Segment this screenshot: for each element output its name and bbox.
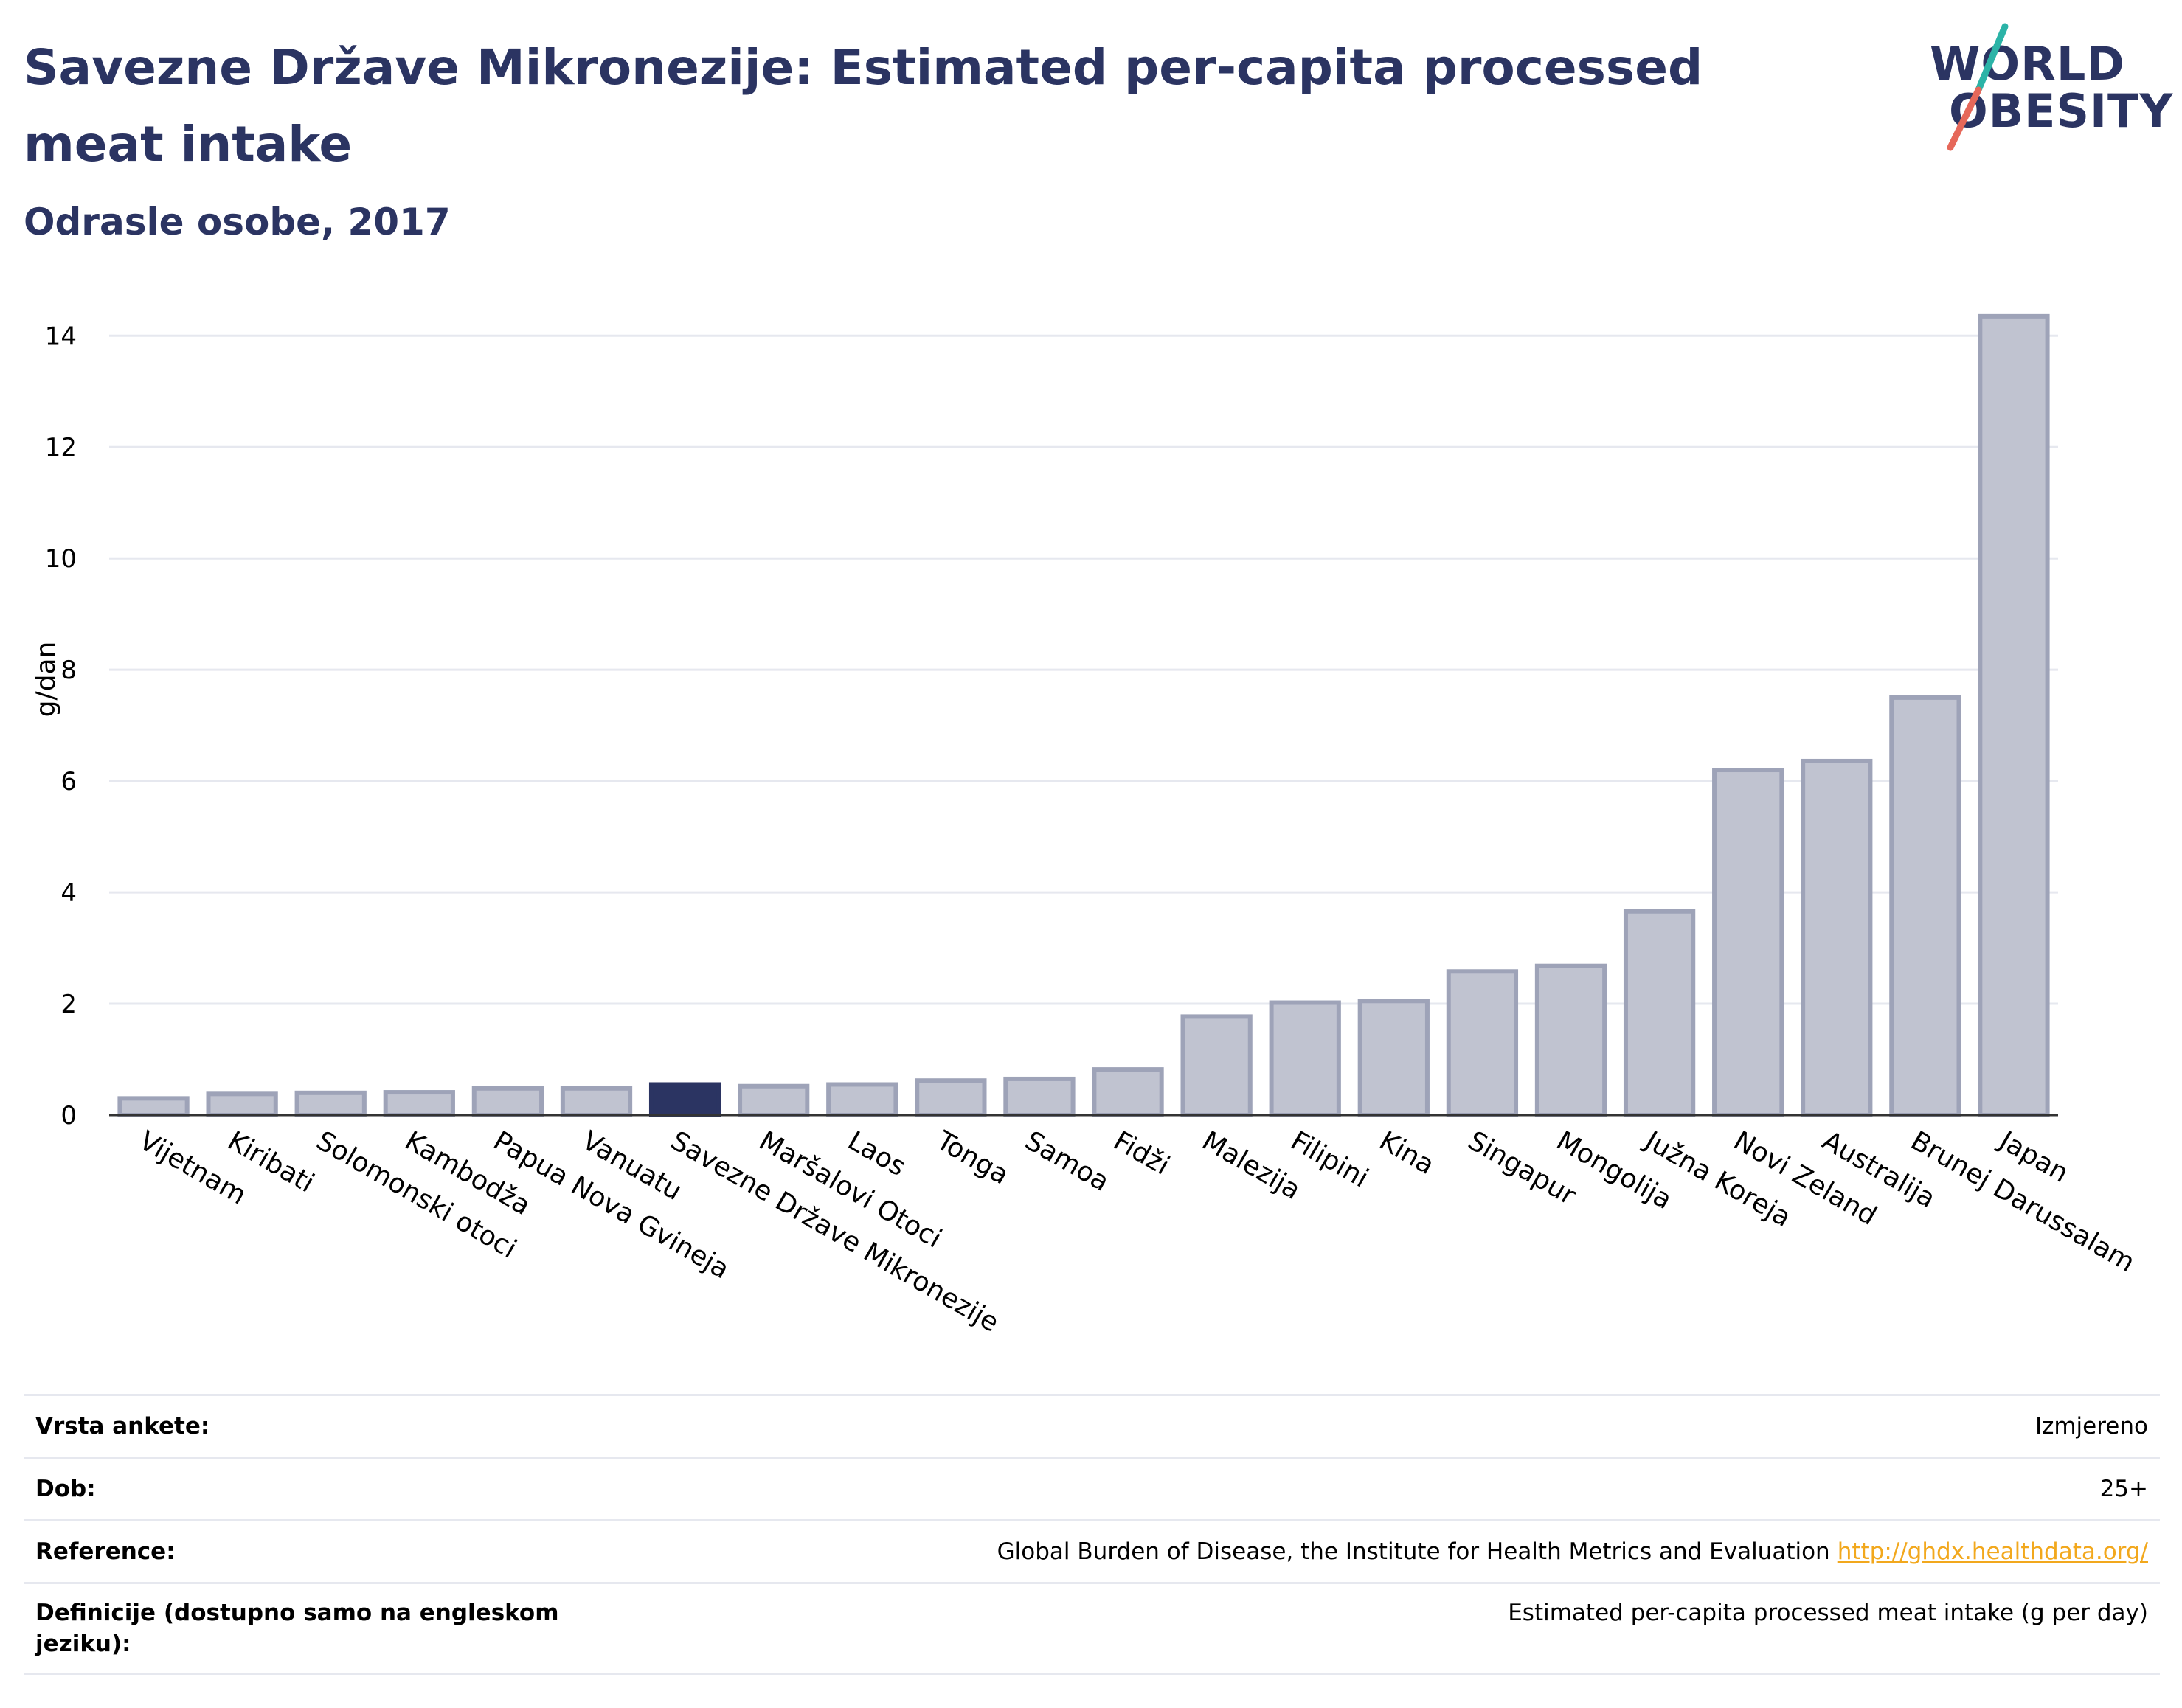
- bar: [1446, 969, 1519, 1118]
- bar: [1801, 758, 1873, 1117]
- bar: [383, 1090, 455, 1118]
- bar-highlight: [648, 1082, 721, 1118]
- info-label: Reference:: [35, 1538, 176, 1565]
- bar: [1357, 999, 1430, 1117]
- logo-text-world: WORLD: [1930, 37, 2125, 91]
- y-tick-label: 0: [60, 1101, 77, 1131]
- bar: [206, 1091, 278, 1117]
- chart-title: Savezne Države Mikronezije: Estimated pe…: [24, 39, 1703, 173]
- bar: [294, 1090, 367, 1118]
- x-tick-label: Južna Koreja: [1638, 1125, 1795, 1233]
- x-tick-label: Malezija: [1197, 1125, 1306, 1206]
- x-tick-label: Kina: [1374, 1125, 1439, 1181]
- y-tick-label: 8: [60, 656, 77, 685]
- y-tick-label: 12: [45, 433, 77, 462]
- y-tick-label: 4: [60, 878, 77, 908]
- info-row: Dob: 25+: [24, 1457, 2160, 1519]
- info-label: Vrsta ankete:: [35, 1413, 210, 1440]
- bar: [1712, 768, 1784, 1117]
- bar-chart: 02468101214g/danVijetnamKiribatiSolomons…: [31, 313, 2140, 1339]
- y-axis-label: g/dan: [31, 642, 61, 718]
- info-table: Vrsta ankete: Izmjereno Dob: 25+ Reference: G…: [24, 1394, 2160, 1675]
- logo-slash-icon: [1947, 23, 2009, 151]
- info-value-text: 25+: [2099, 1476, 2148, 1502]
- x-tick-label: Tonga: [930, 1125, 1014, 1191]
- bar: [1180, 1014, 1253, 1117]
- info-value: Global Burden of Disease, the Institute …: [997, 1521, 2160, 1567]
- y-tick-label: 2: [60, 990, 77, 1019]
- info-label: Definicije (dostupno samo na engleskom j…: [35, 1600, 559, 1657]
- bar: [826, 1082, 898, 1118]
- info-value-text: Izmjereno: [2034, 1413, 2148, 1440]
- y-tick-label: 14: [45, 322, 77, 351]
- info-value: Izmjereno: [2035, 1396, 2160, 1442]
- x-tick-label: Fidži: [1109, 1125, 1175, 1181]
- bar: [1623, 909, 1696, 1118]
- chart-subtitle: Odrasle osobe, 2017: [24, 201, 451, 243]
- y-tick-label: 10: [45, 544, 77, 574]
- bar: [1003, 1076, 1076, 1117]
- reference-link[interactable]: http://ghdx.healthdata.org/: [1837, 1538, 2148, 1565]
- bar: [560, 1086, 633, 1118]
- info-value-text: Estimated per-capita processed meat inta…: [1508, 1600, 2148, 1626]
- bar: [1889, 695, 1961, 1117]
- bar: [1269, 1000, 1341, 1117]
- info-value: Estimated per-capita processed meat inta…: [1508, 1584, 2160, 1628]
- x-tick-label: Samoa: [1019, 1125, 1114, 1198]
- world-obesity-logo: WORLD OBESITY: [1918, 22, 2172, 155]
- logo-text-obesity: OBESITY: [1949, 84, 2174, 138]
- info-row: Definicije (dostupno samo na engleskom j…: [24, 1582, 2160, 1675]
- info-value: 25+: [2100, 1459, 2160, 1504]
- bar: [117, 1096, 190, 1118]
- bar: [1534, 963, 1607, 1118]
- info-value-text: Global Burden of Disease, the Institute …: [997, 1538, 1830, 1565]
- bar: [471, 1086, 544, 1118]
- y-tick-label: 6: [60, 767, 77, 796]
- bar: [915, 1078, 987, 1118]
- bar: [1978, 313, 2050, 1117]
- bar: [738, 1083, 810, 1118]
- info-label: Dob:: [35, 1476, 96, 1502]
- info-row: Reference: Global Burden of Disease, the …: [24, 1519, 2160, 1582]
- info-row: Vrsta ankete: Izmjereno: [24, 1394, 2160, 1457]
- bar: [1092, 1067, 1164, 1117]
